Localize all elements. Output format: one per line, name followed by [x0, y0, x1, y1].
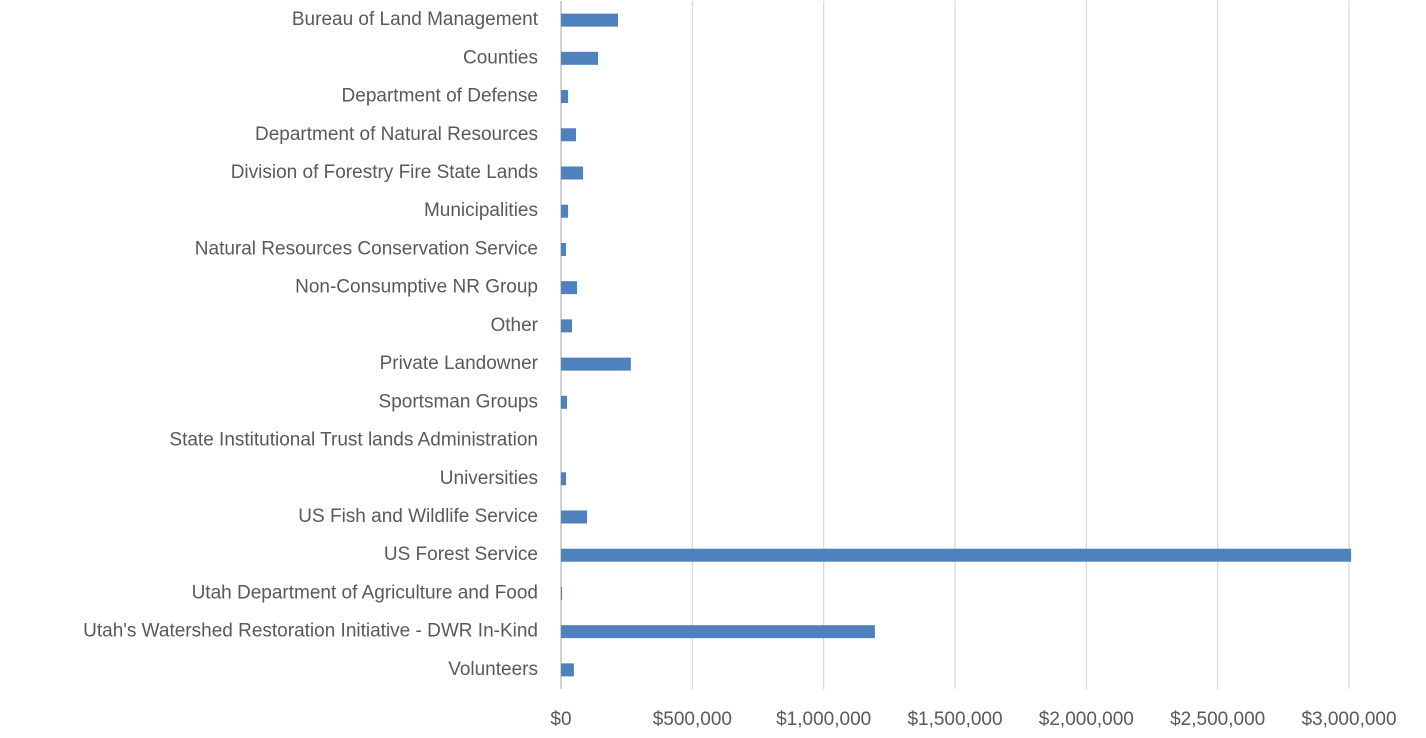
y-tick-label: Bureau of Land Management: [292, 9, 539, 30]
y-tick-label: State Institutional Trust lands Administ…: [169, 430, 538, 451]
x-tick-label: $2,000,000: [1039, 709, 1134, 730]
x-tick-label: $2,500,000: [1170, 709, 1265, 730]
bar: [561, 51, 599, 65]
bar: [561, 13, 618, 27]
bar: [561, 548, 1352, 562]
x-tick-label: $500,000: [653, 709, 732, 730]
y-tick-label: Non-Consumptive NR Group: [295, 277, 538, 298]
x-tick-label: $3,000,000: [1301, 709, 1396, 730]
y-tick-label: Counties: [463, 47, 538, 68]
y-tick-label: Department of Defense: [342, 86, 538, 107]
bar: [561, 128, 576, 142]
bar: [561, 586, 563, 600]
y-tick-label: Other: [490, 315, 538, 336]
bar: [561, 472, 566, 486]
y-tick-label: Division of Forestry Fire State Lands: [231, 162, 538, 183]
y-tick-label: Department of Natural Resources: [255, 124, 538, 145]
bar: [561, 663, 574, 677]
y-tick-label: Municipalities: [424, 200, 538, 221]
y-tick-label: Utah's Watershed Restoration Initiative …: [83, 621, 538, 642]
y-tick-label: US Forest Service: [384, 544, 538, 565]
bar: [561, 242, 566, 256]
y-tick-label: Volunteers: [448, 659, 538, 680]
y-tick-label: Universities: [440, 468, 538, 489]
bar: [561, 204, 569, 218]
x-tick-label: $1,500,000: [907, 709, 1002, 730]
y-tick-label: Natural Resources Conservation Service: [195, 238, 538, 259]
bar: [561, 357, 631, 371]
y-tick-label: Sportsman Groups: [379, 391, 538, 412]
bar: [561, 510, 588, 524]
bar: [561, 166, 584, 180]
y-tick-label: Utah Department of Agriculture and Food: [192, 582, 538, 603]
bar: [561, 395, 568, 409]
y-tick-label: US Fish and Wildlife Service: [298, 506, 538, 527]
y-tick-label: Private Landowner: [380, 353, 539, 374]
bar: [561, 90, 569, 104]
x-tick-label: $0: [550, 709, 571, 730]
x-tick-label: $1,000,000: [776, 709, 871, 730]
bar: [561, 281, 578, 295]
bar: [561, 319, 573, 333]
bar: [561, 625, 875, 639]
